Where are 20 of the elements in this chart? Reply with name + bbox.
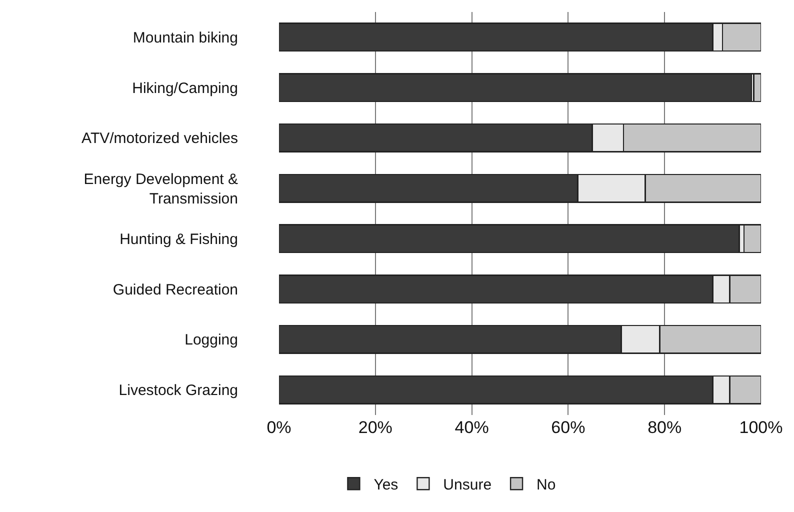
bar bbox=[279, 224, 740, 254]
y-tick-label: Guided Recreation bbox=[112, 281, 238, 298]
x-tick-label: 60% bbox=[551, 418, 586, 437]
y-tick-label: Mountain biking bbox=[132, 29, 238, 46]
y-tick-label: Hiking/Camping bbox=[132, 80, 238, 97]
legend-label: Yes bbox=[374, 476, 398, 494]
y-tick-label: ATV/motorized vehicles bbox=[82, 130, 238, 148]
x-tick-label: 40% bbox=[454, 418, 489, 437]
x-tick-label: 0% bbox=[266, 418, 292, 437]
x-tick-label: 20% bbox=[358, 418, 392, 437]
y-tick-label: Logging bbox=[184, 332, 238, 349]
y-tick-label: Energy Development & Transmission bbox=[84, 170, 238, 208]
x-tick-label: 100% bbox=[739, 418, 783, 437]
legend-label: No bbox=[536, 476, 556, 494]
bar bbox=[279, 73, 752, 102]
legend-label: Unsure bbox=[443, 476, 492, 494]
y-tick-label: Livestock Grazing bbox=[118, 382, 238, 400]
y-tick-label: Hunting & Fishing bbox=[120, 230, 238, 248]
x-tick-label: 80% bbox=[648, 418, 682, 437]
bar bbox=[753, 73, 761, 102]
